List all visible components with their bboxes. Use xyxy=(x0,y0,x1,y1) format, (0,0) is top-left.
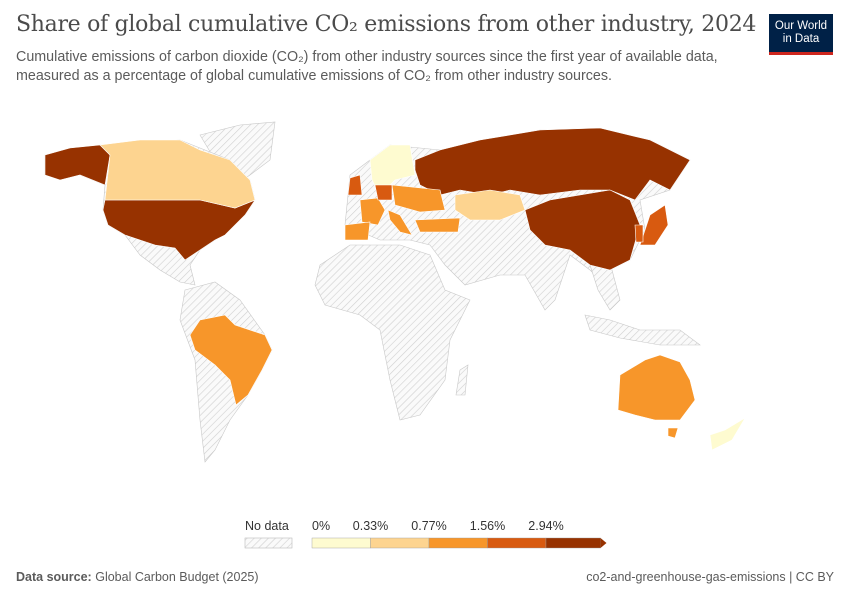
country-new-zealand[interactable] xyxy=(709,417,746,451)
legend-tick-label: 0.77% xyxy=(411,519,446,533)
countries xyxy=(44,127,746,451)
chart-subtitle: Cumulative emissions of carbon dioxide (… xyxy=(16,49,718,84)
legend-tick-label: 0.33% xyxy=(353,519,388,533)
chart-title: Share of global cumulative CO₂ emissions… xyxy=(16,12,757,37)
region-madagascar xyxy=(455,364,469,396)
legend-bin-swatch[interactable] xyxy=(428,537,488,549)
region-indonesia xyxy=(584,314,701,346)
country-kazakhstan[interactable] xyxy=(454,189,526,221)
legend-tick-label: 2.94% xyxy=(528,519,563,533)
region-africa xyxy=(314,244,471,421)
country-nordics[interactable] xyxy=(369,144,416,196)
country-usa[interactable] xyxy=(102,199,256,261)
legend: No data 0% 0.33% 0.77% 1.56% 2.94% xyxy=(244,519,607,549)
country-alaska[interactable] xyxy=(44,144,111,186)
country-uk[interactable] xyxy=(347,174,363,196)
country-south-korea[interactable] xyxy=(634,224,644,243)
footer-source: Data source: Global Carbon Budget (2025) xyxy=(16,570,259,584)
country-tasmania[interactable] xyxy=(667,427,679,439)
country-spain[interactable] xyxy=(344,221,371,241)
country-china[interactable] xyxy=(524,189,641,271)
legend-bin-swatch[interactable] xyxy=(370,537,430,549)
source-label: Data source: xyxy=(16,570,92,584)
source-link[interactable]: Global Carbon Budget (2025) xyxy=(95,570,259,584)
legend-no-data-swatch[interactable] xyxy=(244,537,293,549)
country-france[interactable] xyxy=(359,197,386,226)
footer-slug[interactable]: co2-and-greenhouse-gas-emissions | CC BY xyxy=(586,570,834,584)
legend-bin-swatch[interactable] xyxy=(545,537,601,549)
legend-bin-swatch[interactable] xyxy=(487,537,547,549)
country-australia[interactable] xyxy=(617,354,696,421)
legend-no-data-label: No data xyxy=(245,519,289,533)
owid-logo[interactable]: Our World in Data xyxy=(769,14,833,55)
country-germany[interactable] xyxy=(374,184,393,201)
country-turkey[interactable] xyxy=(414,217,461,233)
country-italy[interactable] xyxy=(387,209,413,236)
country-russia[interactable] xyxy=(414,127,691,201)
legend-tick-label: 1.56% xyxy=(470,519,505,533)
region-southeast-asia xyxy=(589,264,621,311)
legend-tick-label: 0% xyxy=(312,519,330,533)
country-canada[interactable] xyxy=(99,139,256,209)
country-eastern-europe[interactable] xyxy=(391,184,446,213)
legend-arrow xyxy=(600,538,607,548)
country-brazil[interactable] xyxy=(189,314,273,406)
legend-bin-swatch[interactable] xyxy=(311,537,371,549)
